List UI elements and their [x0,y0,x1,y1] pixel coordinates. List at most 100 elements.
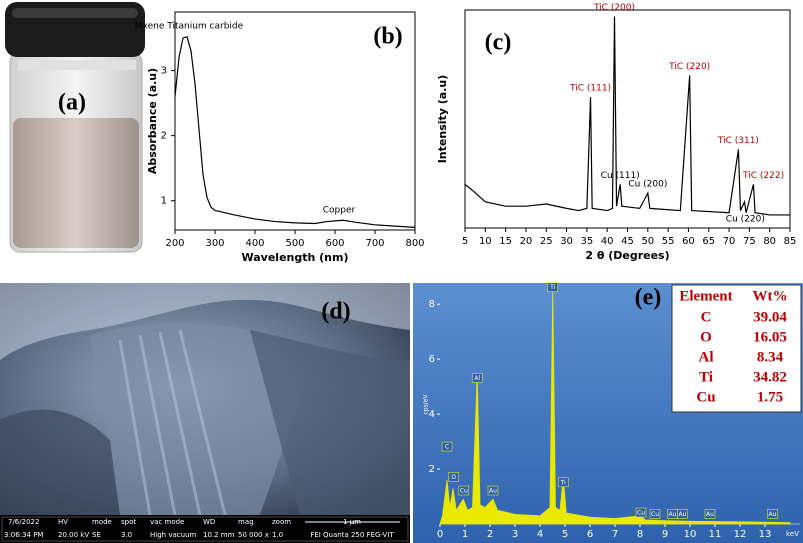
table-header: Element [679,288,732,304]
sem-field-value: 1.0 [272,531,283,539]
annotation: Au [489,488,497,495]
table-cell: Ti [699,369,713,385]
x-axis-label: 2 θ (Degrees) [585,249,669,262]
x-tick-label: 400 [245,238,264,249]
eds-table: Element Wt% [671,284,802,413]
annotation: Cu (200) [628,180,667,190]
sem-field-name: spot [121,518,136,526]
x-tick-label: 5 [462,236,468,247]
panel-label: (c) [485,30,512,56]
table-cell: C [701,309,712,325]
annotation: Au [669,511,677,518]
x-tick-label: 70 [723,236,736,247]
y-tick-label: 8 [429,299,435,310]
x-tick-label: 700 [365,238,384,249]
x-tick-label: 40 [601,236,614,247]
annotation-box [487,485,499,496]
x-tick-label: 85 [784,236,797,247]
annotation: TiC (200) [593,3,635,13]
annotation: Al [474,375,480,382]
sem-field-name: WD [203,518,215,526]
table-cell: 16.05 [753,329,787,345]
y-tick-label: 2 [429,464,435,475]
annotation-box [649,509,661,519]
annotation: TiC (311) [717,136,759,146]
table-cell: Al [699,349,714,365]
annotation: C [445,444,449,451]
x-tick-label: 75 [743,236,756,247]
sem-scale: 1 µm [343,518,361,526]
x-tick-label: 11 [709,529,722,540]
x-axis-label: Wavelength (nm) [242,251,349,264]
annotation: Au [706,511,714,518]
sem-field-name: HV [58,518,68,526]
sem-field-name: vac mode [150,518,184,526]
x-tick-label: 10 [684,529,697,540]
annotation: TiC (222) [742,171,784,181]
table-header: Wt% [753,288,788,304]
x-tick-label: 25 [540,236,553,247]
vial-photo: (a) [5,2,145,253]
sem-field-value: 3.0 [121,531,132,539]
x-tick-label: 8 [637,529,643,540]
x-tick-label: 65 [702,236,715,247]
x-tick-label: 5 [562,529,568,540]
sem-field-value: High vacuum [150,531,196,539]
y-axis-label: cps/eV [423,394,430,415]
sem-field-value: 10.2 mm [203,531,235,539]
x-tick-label: 0 [437,529,443,540]
x-tick-label: 500 [285,238,304,249]
x-tick-label: 20 [520,236,533,247]
annotation-box [471,373,483,383]
sem-field-name: mode [92,518,112,526]
annotation: Cu [460,488,468,495]
x-tick-label: 200 [165,238,184,249]
x-tick-label: 4 [537,529,543,540]
y-tick-label: 2 [161,131,167,142]
x-tick-label: 3 [512,529,518,540]
annotation: Cu (220) [726,215,765,225]
sem-time: 3:06:34 PM [4,531,43,539]
x-tick-label: 600 [325,238,344,249]
x-tick-label: 2 [487,529,493,540]
y-tick-label: 4 [429,409,435,420]
x-tick-label: 50 [641,236,654,247]
table-cell: Cu [696,389,715,405]
annotation: TiC (111) [569,84,611,94]
x-tick-label: 15 [499,236,512,247]
data-line [174,35,416,228]
sem-image: (d) [0,283,410,543]
x-tick-label: 7 [612,529,618,540]
annotation-box [635,507,647,518]
x-tick-label: 800 [405,238,424,249]
panel-label: (d) [321,299,350,325]
x-tick-label: 10 [479,236,492,247]
x-tick-label: 9 [662,529,668,540]
y-axis-label: Intensity (a.u) [436,75,449,164]
annotation: Mxene Titanium carbide [135,21,244,31]
x-tick-label: 60 [682,236,695,247]
annotation-box [547,282,559,293]
annotation: Cu [637,510,645,517]
x-tick-label: 45 [621,236,634,247]
x-tick-label: 35 [581,236,594,247]
panel-label: (e) [635,285,662,311]
y-tick-label: 3 [161,66,167,77]
data-line [464,16,790,216]
x-tick-label: 12 [734,529,747,540]
sem-field-value: 50 000 x [238,531,269,539]
plot-frame [464,9,791,229]
table-cell: 39.04 [753,309,787,325]
x-tick-label: 1 [462,529,468,540]
x-tick-label: 300 [205,238,224,249]
annotation-box [767,509,778,519]
panel-label: (b) [373,24,402,50]
x-unit: keV [786,530,799,538]
annotation: TiC (220) [668,62,710,72]
sem-date: 7/6/2022 [8,518,39,526]
annotation-box [448,471,460,482]
sem-instrument: FEI Quanta 250 FEG-VIT [310,531,394,539]
annotation: Cu (111) [601,171,640,181]
table-cell: 1.75 [757,389,783,405]
